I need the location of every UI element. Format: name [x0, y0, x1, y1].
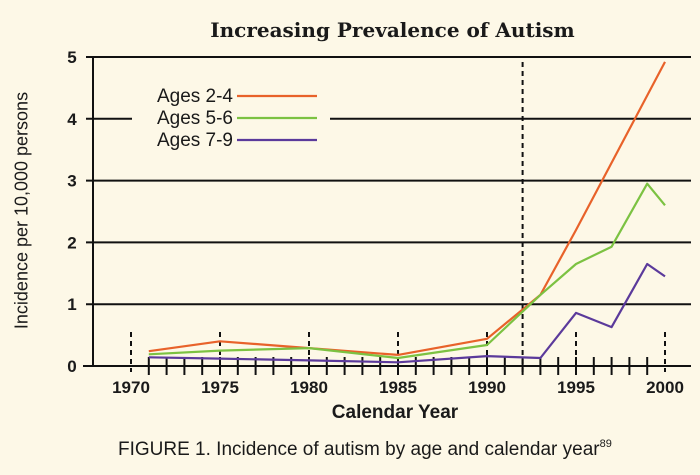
series-line-ages-5-6: [148, 182, 666, 360]
y-tick-label: 4: [67, 110, 77, 129]
legend-label: Ages 2-4: [157, 86, 233, 107]
x-tick-label: 1975: [201, 378, 239, 397]
y-tick-label: 1: [67, 295, 76, 314]
figure-caption: FIGURE 1. Incidence of autism by age and…: [118, 438, 612, 461]
series-line-ages-7-9: [148, 262, 666, 364]
y-tick-label: 3: [67, 172, 76, 191]
axis-layer: 0 1 2 3 4 5 1970 1975 1980 1985 1990 1995 2000: [67, 48, 691, 397]
y-tick-label: 2: [67, 233, 76, 252]
x-tick-label: 1995: [557, 378, 595, 397]
legend-label: Ages 7-9: [157, 130, 233, 151]
caption-text: FIGURE 1. Incidence of autism by age and…: [118, 439, 600, 460]
legend-label: Ages 5-6: [157, 108, 233, 129]
x-axis-label: Calendar Year: [331, 402, 459, 423]
x-tick-label: 1990: [468, 378, 506, 397]
series-layer: [148, 61, 666, 364]
x-tick-label: 1970: [112, 378, 150, 397]
caption-superscript: 89: [599, 438, 612, 450]
chart-title: Increasing Prevalence of Autism: [210, 18, 575, 42]
series-line-ages-2-4: [148, 61, 666, 356]
y-tick-label: 5: [67, 48, 76, 67]
x-tick-label: 2000: [646, 378, 684, 397]
x-tick-label: 1980: [290, 378, 328, 397]
y-tick-label: 0: [67, 357, 76, 376]
x-tick-label: 1985: [379, 378, 417, 397]
